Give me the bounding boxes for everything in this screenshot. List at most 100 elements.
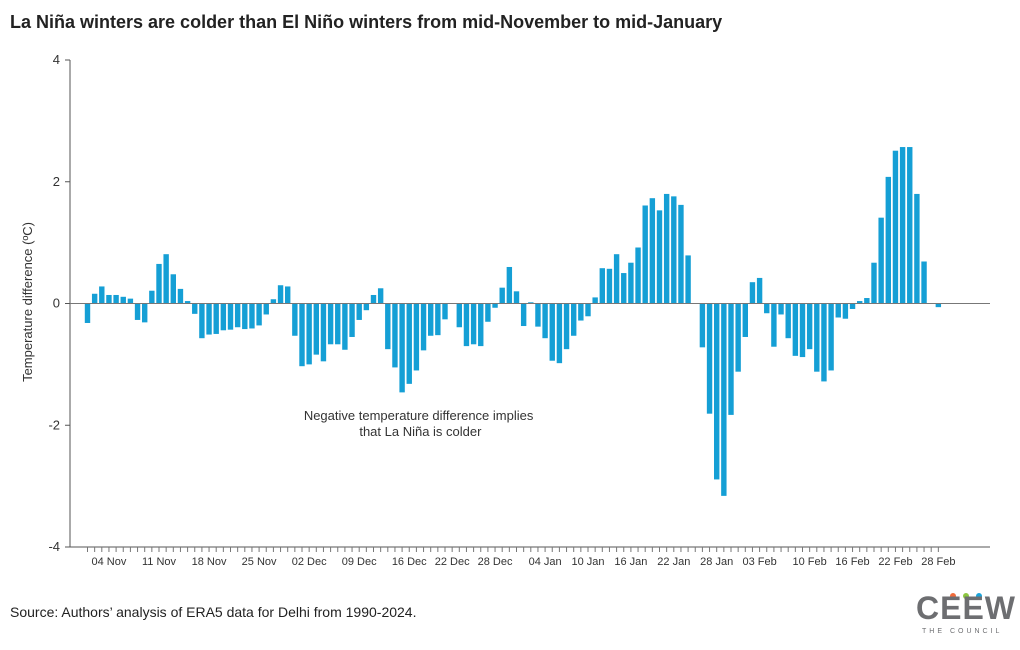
bar — [849, 303, 856, 309]
bar — [513, 291, 520, 304]
bar — [571, 303, 577, 336]
bar — [835, 303, 841, 318]
bar — [399, 303, 405, 393]
bar — [671, 196, 677, 304]
bar — [313, 303, 319, 355]
bar — [663, 193, 670, 304]
bar — [721, 303, 727, 496]
x-tick-label: 10 Feb — [793, 556, 827, 568]
bar — [885, 176, 891, 304]
x-tick-label: 16 Feb — [835, 556, 869, 568]
bar — [342, 303, 348, 350]
bar — [256, 303, 262, 326]
bar — [921, 261, 927, 304]
bar — [578, 303, 584, 321]
bar — [842, 303, 849, 319]
bar — [935, 303, 942, 308]
bar — [99, 286, 105, 304]
bar — [628, 262, 634, 304]
bar — [685, 255, 691, 304]
bar — [234, 303, 241, 328]
bar — [556, 303, 563, 364]
bar — [306, 303, 312, 365]
bar — [163, 254, 169, 304]
bar — [377, 288, 384, 304]
bar — [642, 205, 648, 304]
bar — [184, 301, 191, 304]
bar — [506, 266, 513, 304]
x-tick-label: 10 Jan — [571, 556, 604, 568]
bar — [213, 303, 219, 334]
chart-annotation: Negative temperature difference implies … — [304, 408, 537, 439]
bar — [170, 274, 176, 304]
bar — [220, 303, 227, 331]
logo-dot-orange — [950, 593, 956, 599]
x-tick-label: 28 Jan — [700, 556, 733, 568]
bar — [392, 303, 398, 368]
x-tick-label: 18 Nov — [192, 556, 227, 568]
bar — [878, 217, 884, 304]
bar — [370, 294, 377, 304]
y-tick-label: -2 — [48, 417, 60, 432]
bar — [242, 303, 248, 330]
bar-chart: -4 -2 0 2 4 04 Nov 11 Nov 18 Nov 25 Nov 02 Dec 09… — [20, 52, 990, 568]
bar — [528, 302, 534, 304]
x-tick-label: 28 Feb — [921, 556, 955, 568]
bar — [792, 303, 799, 356]
bar — [857, 301, 863, 304]
bar — [456, 303, 462, 328]
bar — [892, 150, 899, 304]
bar — [621, 273, 627, 304]
annotation-line-1: Negative temperature difference implies — [304, 408, 534, 423]
bar — [864, 298, 870, 304]
bar — [799, 303, 806, 358]
bar — [785, 303, 791, 339]
bar — [899, 147, 906, 304]
bar — [335, 303, 341, 345]
bar — [406, 303, 412, 384]
bar — [649, 198, 656, 304]
bars — [84, 147, 942, 496]
bar — [749, 282, 756, 304]
bar — [349, 303, 355, 337]
bar — [499, 287, 505, 304]
bar — [613, 254, 620, 304]
x-tick-label: 09 Dec — [342, 556, 377, 568]
bar — [549, 303, 555, 361]
x-tick-label: 16 Dec — [392, 556, 427, 568]
y-tick-label: 0 — [53, 296, 60, 311]
bar — [563, 303, 570, 350]
bar — [714, 303, 720, 480]
bar — [249, 303, 255, 329]
bar — [442, 303, 448, 320]
bar — [156, 263, 162, 304]
bar — [199, 303, 205, 339]
source-note: Source: Authors’ analysis of ERA5 data f… — [10, 604, 417, 620]
bar — [478, 303, 484, 347]
x-tick-label: 28 Dec — [478, 556, 513, 568]
bar — [606, 268, 613, 304]
bar — [485, 303, 491, 322]
bar — [320, 303, 327, 362]
y-axis: -4 -2 0 2 4 — [48, 52, 71, 554]
bar — [806, 303, 813, 350]
bar — [735, 303, 741, 372]
logo-dots — [950, 586, 989, 599]
bar — [635, 247, 641, 304]
bar — [764, 303, 770, 314]
logo-wordmark: CEEW — [916, 590, 1016, 626]
bar — [435, 303, 441, 336]
bar — [742, 303, 748, 337]
bar — [206, 303, 212, 335]
bar — [871, 262, 877, 304]
x-tick-label: 03 Feb — [742, 556, 776, 568]
annotation-line-2: that La Niña is colder — [359, 424, 482, 439]
logo-dot-blue — [976, 593, 982, 599]
bar — [142, 303, 148, 323]
logo-dot-green — [963, 593, 969, 599]
x-tick-label: 22 Dec — [435, 556, 470, 568]
x-axis: 04 Nov 11 Nov 18 Nov 25 Nov 02 Dec 09 Dec 16 D… — [70, 303, 990, 568]
bar — [520, 303, 527, 327]
bar — [585, 303, 591, 317]
bar — [106, 294, 112, 304]
